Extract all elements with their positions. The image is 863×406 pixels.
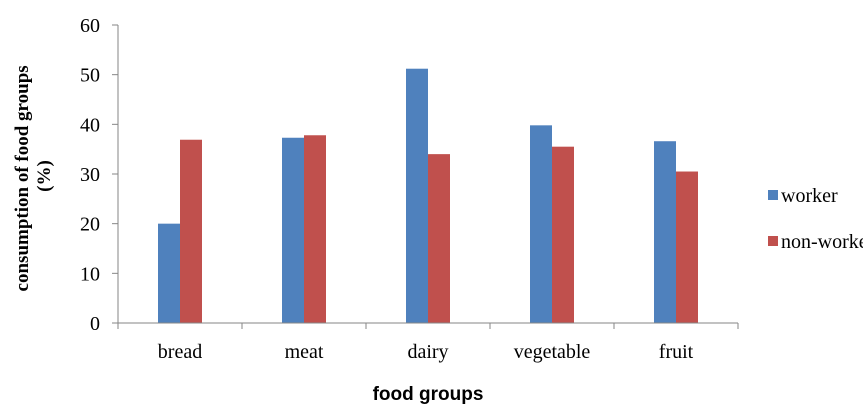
x-tick-label-fruit: fruit (659, 341, 694, 363)
y-ticks: 0 10 20 30 40 50 60 (80, 15, 118, 335)
legend-swatch-non-worker (768, 236, 778, 246)
x-tick-label-vegetable: vegetable (514, 341, 591, 363)
bar-worker-bread (158, 223, 180, 323)
legend: worker non-worker (768, 185, 863, 253)
bar-non-worker-meat (304, 135, 326, 323)
x-tick-label-dairy: dairy (407, 341, 448, 363)
x-tick-label-meat: meat (285, 341, 324, 363)
bar-non-worker-vegetable (552, 146, 574, 323)
x-ticks: bread meat dairy vegetable fruit (117, 323, 739, 363)
x-tick-label-bread: bread (158, 341, 202, 363)
y-axis-label: consumption of food groups (%) (12, 61, 55, 292)
y-tick-label: 10 (80, 263, 100, 285)
bar-worker-meat (282, 137, 304, 323)
y-tick-label: 60 (80, 15, 100, 37)
bar-worker-fruit (654, 141, 676, 323)
bar-non-worker-fruit (676, 171, 698, 323)
y-tick-label: 0 (90, 313, 100, 335)
bar-worker-vegetable (530, 125, 552, 324)
y-tick-label: 20 (80, 214, 100, 236)
bar-non-worker-dairy (428, 154, 450, 323)
y-axis-label-line-1: consumption of food groups (12, 65, 33, 291)
y-axis-label-line-2: (%) (34, 160, 55, 192)
bar-non-worker-bread (180, 139, 202, 323)
bar-worker-dairy (406, 68, 428, 323)
legend-label-worker: worker (781, 185, 838, 207)
y-tick-label: 50 (80, 65, 100, 87)
legend-swatch-worker (768, 190, 778, 200)
x-axis-label: food groups (373, 384, 484, 405)
bars-layer (158, 68, 698, 324)
legend-label-non-worker: non-worker (781, 231, 863, 253)
y-tick-label: 40 (80, 114, 100, 136)
y-tick-label: 30 (80, 164, 100, 186)
